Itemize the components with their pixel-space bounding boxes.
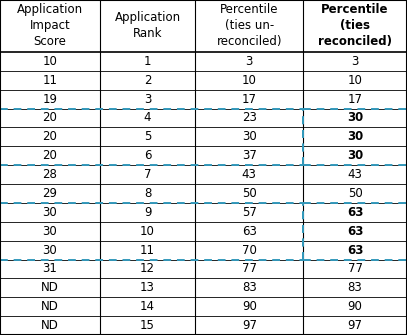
Text: 50: 50 bbox=[348, 187, 363, 200]
Text: 9: 9 bbox=[144, 206, 151, 219]
Text: 30: 30 bbox=[347, 130, 363, 143]
Text: 20: 20 bbox=[42, 112, 57, 125]
Text: 1: 1 bbox=[144, 55, 151, 68]
Text: 30: 30 bbox=[42, 244, 57, 257]
Text: 77: 77 bbox=[242, 262, 257, 275]
Text: 3: 3 bbox=[144, 92, 151, 106]
Text: 14: 14 bbox=[140, 300, 155, 313]
Text: 50: 50 bbox=[242, 187, 257, 200]
Text: ND: ND bbox=[41, 281, 59, 294]
Text: Percentile
(ties
reconciled): Percentile (ties reconciled) bbox=[318, 3, 392, 49]
Text: 28: 28 bbox=[42, 168, 57, 181]
Text: 11: 11 bbox=[42, 74, 57, 87]
Text: ND: ND bbox=[41, 319, 59, 332]
Text: Percentile
(ties un-
reconciled): Percentile (ties un- reconciled) bbox=[217, 3, 282, 49]
Text: 37: 37 bbox=[242, 149, 257, 162]
Text: 63: 63 bbox=[347, 206, 363, 219]
Text: 63: 63 bbox=[347, 244, 363, 257]
Text: 6: 6 bbox=[144, 149, 151, 162]
Text: 63: 63 bbox=[347, 225, 363, 238]
Text: 63: 63 bbox=[242, 225, 257, 238]
Text: Application
Rank: Application Rank bbox=[114, 11, 181, 41]
Text: 5: 5 bbox=[144, 130, 151, 143]
Text: 30: 30 bbox=[42, 206, 57, 219]
Text: 43: 43 bbox=[348, 168, 363, 181]
Text: 77: 77 bbox=[348, 262, 363, 275]
Text: 12: 12 bbox=[140, 262, 155, 275]
Text: 17: 17 bbox=[348, 92, 363, 106]
Text: 17: 17 bbox=[242, 92, 257, 106]
Text: 10: 10 bbox=[242, 74, 257, 87]
Text: Application
Impact
Score: Application Impact Score bbox=[17, 3, 83, 49]
Text: 10: 10 bbox=[348, 74, 363, 87]
Text: 3: 3 bbox=[245, 55, 253, 68]
Text: 3: 3 bbox=[351, 55, 359, 68]
Text: 90: 90 bbox=[242, 300, 257, 313]
Text: 11: 11 bbox=[140, 244, 155, 257]
Text: 23: 23 bbox=[242, 112, 257, 125]
Text: 97: 97 bbox=[242, 319, 257, 332]
Text: 10: 10 bbox=[42, 55, 57, 68]
Text: 7: 7 bbox=[144, 168, 151, 181]
Text: 13: 13 bbox=[140, 281, 155, 294]
Text: 20: 20 bbox=[42, 149, 57, 162]
Text: 8: 8 bbox=[144, 187, 151, 200]
Text: 20: 20 bbox=[42, 130, 57, 143]
Text: 30: 30 bbox=[347, 112, 363, 125]
Text: 30: 30 bbox=[242, 130, 257, 143]
Text: 31: 31 bbox=[42, 262, 57, 275]
Text: 83: 83 bbox=[348, 281, 363, 294]
Text: 57: 57 bbox=[242, 206, 257, 219]
Text: ND: ND bbox=[41, 300, 59, 313]
Text: 30: 30 bbox=[42, 225, 57, 238]
Text: 10: 10 bbox=[140, 225, 155, 238]
Text: 83: 83 bbox=[242, 281, 257, 294]
Text: 4: 4 bbox=[144, 112, 151, 125]
Text: 70: 70 bbox=[242, 244, 257, 257]
Text: 15: 15 bbox=[140, 319, 155, 332]
Text: 97: 97 bbox=[348, 319, 363, 332]
Text: 43: 43 bbox=[242, 168, 257, 181]
Text: 2: 2 bbox=[144, 74, 151, 87]
Text: 90: 90 bbox=[348, 300, 363, 313]
Text: 29: 29 bbox=[42, 187, 57, 200]
Text: 30: 30 bbox=[347, 149, 363, 162]
Text: 19: 19 bbox=[42, 92, 57, 106]
